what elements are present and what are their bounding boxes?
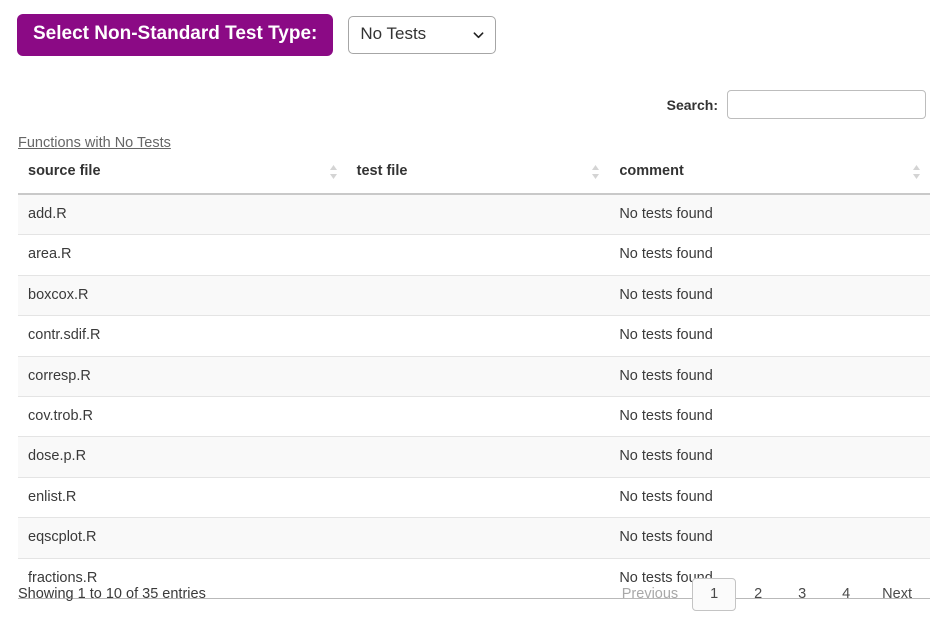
cell-comment: No tests found [609, 436, 930, 478]
table-row[interactable]: corresp.R No tests found [18, 356, 930, 397]
cell-test-file [346, 194, 610, 236]
table-row[interactable]: contr.sdif.R No tests found [18, 315, 930, 357]
cell-source-file: corresp.R [18, 356, 347, 397]
table-row[interactable]: cov.trob.R No tests found [18, 396, 930, 438]
cell-comment: No tests found [609, 558, 930, 599]
sort-both-icon [329, 165, 337, 179]
cell-comment: No tests found [609, 234, 930, 276]
cell-source-file: add.R [18, 194, 347, 236]
pagination-page-4[interactable]: 4 [842, 586, 851, 602]
cell-comment: No tests found [609, 356, 930, 397]
cell-comment: No tests found [609, 315, 930, 357]
search-label: Search: [666, 96, 718, 113]
pagination-previous[interactable]: Previous [621, 586, 679, 602]
cell-source-file: fractions.R [18, 558, 347, 599]
cell-comment: No tests found [609, 396, 930, 438]
cell-test-file [346, 517, 610, 559]
test-type-control-row: Select Non-Standard Test Type: No Tests [17, 14, 497, 56]
table-row[interactable]: dose.p.R No tests found [18, 436, 930, 478]
cell-test-file [346, 315, 610, 357]
table-row[interactable]: boxcox.R No tests found [18, 275, 930, 317]
table-row[interactable]: area.R No tests found [18, 234, 930, 276]
pagination-page-1[interactable]: 1 [692, 578, 737, 612]
cell-test-file [346, 396, 610, 438]
table-header: source file test file comment [18, 163, 930, 195]
search-input[interactable] [727, 90, 926, 119]
pagination-next[interactable]: Next [882, 586, 912, 602]
sort-both-icon [913, 165, 920, 179]
cell-source-file: enlist.R [18, 477, 347, 519]
cell-test-file [346, 275, 610, 317]
test-type-select-wrapper: No Tests [348, 16, 497, 54]
table-info: Showing 1 to 10 of 35 entries [18, 586, 206, 602]
column-header-label: comment [619, 163, 684, 179]
table-header-row: source file test file comment [18, 163, 930, 195]
cell-source-file: eqscplot.R [18, 517, 347, 559]
column-header-test-file[interactable]: test file [346, 163, 610, 195]
results-table: source file test file comment [18, 163, 930, 599]
test-type-select[interactable]: No Tests [348, 16, 497, 54]
table-row[interactable]: fractions.R No tests found [18, 558, 930, 599]
test-type-label: Select Non-Standard Test Type: [17, 14, 334, 56]
table-row[interactable]: eqscplot.R No tests found [18, 517, 930, 559]
search-row: Search: [667, 90, 926, 119]
cell-comment: No tests found [609, 517, 930, 559]
column-header-label: source file [28, 163, 101, 179]
pagination-page-2[interactable]: 2 [754, 586, 763, 602]
cell-test-file [346, 356, 610, 397]
cell-source-file: boxcox.R [18, 275, 347, 317]
cell-source-file: dose.p.R [18, 436, 347, 478]
column-header-comment[interactable]: comment [609, 163, 930, 195]
cell-test-file [346, 436, 610, 478]
cell-comment: No tests found [609, 477, 930, 519]
column-header-label: test file [356, 163, 408, 179]
cell-comment: No tests found [609, 194, 930, 236]
cell-source-file: contr.sdif.R [18, 315, 347, 357]
cell-test-file [346, 477, 610, 519]
cell-test-file [346, 234, 610, 276]
column-header-source-file[interactable]: source file [18, 163, 347, 195]
pagination-page-3[interactable]: 3 [798, 586, 807, 602]
sort-both-icon [592, 165, 600, 179]
cell-test-file [346, 558, 610, 599]
table-row[interactable]: add.R No tests found [18, 194, 930, 236]
cell-source-file: area.R [18, 234, 347, 276]
table-row[interactable]: enlist.R No tests found [18, 477, 930, 519]
cell-source-file: cov.trob.R [18, 396, 347, 438]
cell-comment: No tests found [609, 275, 930, 317]
table-body: add.R No tests found area.R No tests fou… [18, 194, 930, 599]
pagination: Previous 1 2 3 4 Next [608, 578, 926, 612]
table-caption[interactable]: Functions with No Tests [18, 135, 171, 151]
